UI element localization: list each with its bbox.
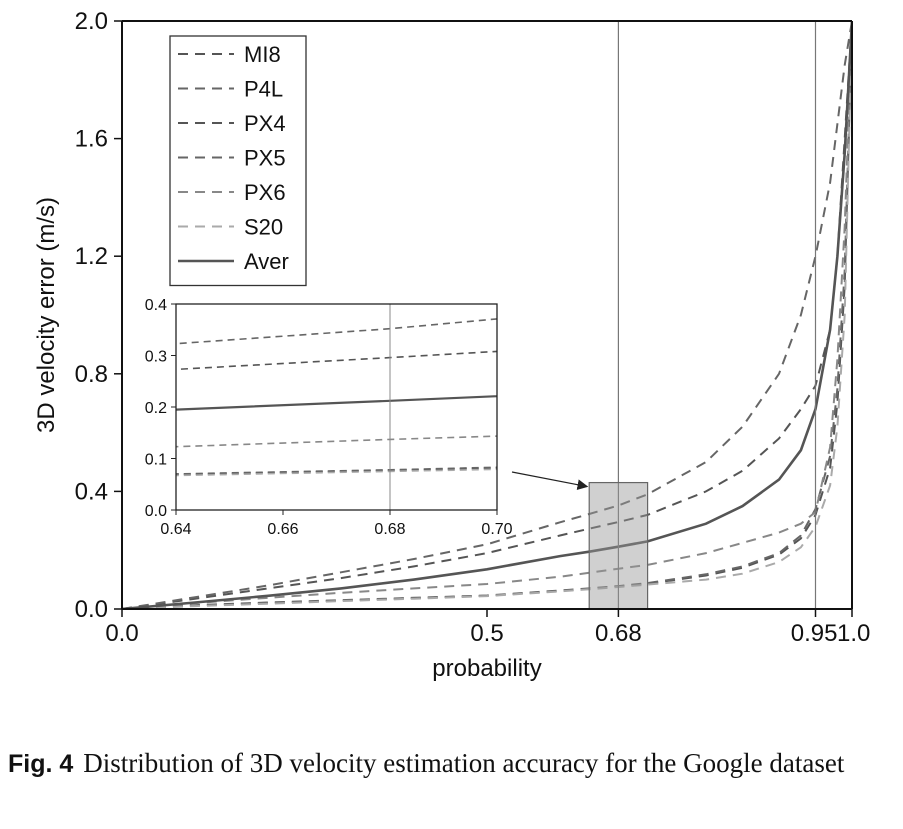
inset-y-tick-label: 0.3	[145, 349, 167, 366]
y-tick-label: 1.6	[75, 126, 108, 153]
y-tick-label: 0.8	[75, 361, 108, 388]
figure-caption: Fig. 4 Distribution of 3D velocity estima…	[8, 746, 898, 781]
inset-y-tick-label: 0.4	[145, 297, 167, 314]
x-axis-title: probability	[432, 655, 541, 682]
zoom-arrow	[511, 471, 589, 491]
zoom-region	[588, 481, 649, 610]
series-line-s20	[122, 21, 852, 609]
inset-y-tick-label: 0.2	[145, 400, 167, 417]
inset-y-tick-label: 0.0	[145, 503, 167, 520]
x-tick-label: 0.0	[105, 620, 138, 647]
inset-chart: 0.64 0.66 0.68 0.70 0.0 0.1 0.2 0.3 0.4	[145, 297, 589, 538]
caption-text: Distribution of 3D velocity estimation a…	[83, 748, 845, 778]
inset-x-tick-label: 0.70	[481, 521, 512, 538]
inset-y-tick-label: 0.1	[145, 452, 167, 469]
legend-label-px4: PX4	[244, 111, 286, 136]
legend-label-px5: PX5	[244, 146, 286, 171]
inset-x-tick-label: 0.68	[374, 521, 405, 538]
legend-label-px6: PX6	[244, 180, 286, 205]
series-line-p4l	[122, 21, 852, 609]
legend-label-p4l: P4L	[244, 77, 283, 102]
caption-label: Fig. 4	[8, 750, 74, 778]
velocity-error-chart: 0.0 0.5 0.68 0.95 1.0 0.0 0.4 0.8 1.2 1.6 2.0 MI8 P…	[33, 8, 871, 682]
inset-x-tick-label: 0.64	[160, 521, 191, 538]
reference-lines	[617, 21, 817, 609]
inset-x-tick-label: 0.66	[267, 521, 298, 538]
legend: MI8 P4L PX4 PX5 PX6 S20 Aver	[169, 35, 307, 287]
x-tick-label: 0.68	[595, 620, 642, 647]
main-axes: 0.0 0.5 0.68 0.95 1.0 0.0 0.4 0.8 1.2 1.6 2.0	[75, 8, 871, 647]
legend-label-mi8: MI8	[244, 42, 281, 67]
y-tick-label: 0.0	[75, 596, 108, 623]
x-tick-label: 1.0	[837, 620, 870, 647]
y-axis-title: 3D velocity error (m/s)	[33, 197, 60, 433]
legend-label-aver: Aver	[244, 249, 289, 274]
series-line-mi8	[122, 21, 852, 609]
legend-box	[169, 35, 307, 287]
y-tick-label: 0.4	[75, 478, 108, 505]
x-tick-label: 0.5	[470, 620, 503, 647]
y-tick-label: 1.2	[75, 243, 108, 270]
series-line-px5	[122, 21, 852, 609]
legend-label-s20: S20	[244, 215, 283, 240]
x-tick-label: 0.95	[791, 620, 838, 647]
zoom-box-group	[588, 481, 649, 610]
y-tick-label: 2.0	[75, 8, 108, 35]
